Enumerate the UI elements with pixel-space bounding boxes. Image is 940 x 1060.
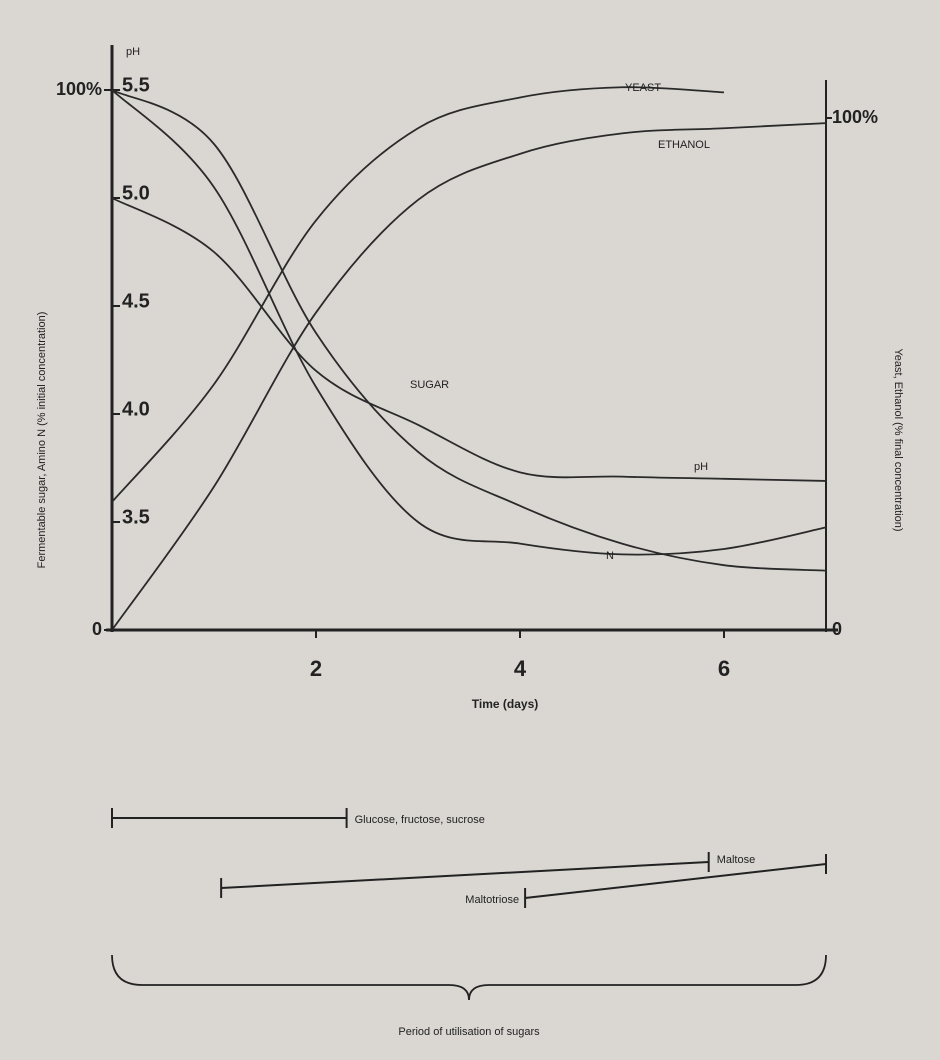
y2-tick-label: 0 (832, 619, 842, 639)
y-tick-label: 0 (92, 619, 102, 639)
y2-tick-label: 100% (832, 107, 878, 127)
y-axis-label: Fermentable sugar, Amino N (% initial co… (36, 312, 48, 569)
series-label: YEAST (625, 82, 661, 94)
period-brace (112, 955, 826, 1000)
x-tick-label: 6 (718, 656, 730, 681)
series-label: SUGAR (410, 379, 449, 391)
period-total-label: Period of utilisation of sugars (398, 1026, 540, 1038)
period-label: Glucose, fructose, sucrose (355, 814, 485, 826)
series-label: N (606, 550, 614, 562)
y-tick-label: 100% (56, 79, 102, 99)
x-tick-label: 2 (310, 656, 322, 681)
period-label: Maltose (717, 854, 756, 866)
series-label: pH (694, 461, 708, 473)
x-tick-label: 4 (514, 656, 527, 681)
x-axis-label: Time (days) (472, 697, 538, 711)
ph-axis-label: pH (126, 46, 140, 58)
ph-tick-label: 4.5 (122, 290, 150, 312)
ph-tick-label: 5.0 (122, 182, 150, 204)
ph-tick-label: 4.0 (122, 398, 150, 420)
series-line (112, 90, 826, 571)
series-line (112, 90, 826, 555)
series-line (112, 198, 826, 481)
ph-tick-label: 5.5 (122, 74, 150, 96)
chart: Time (days) Fermentable sugar, Amino N (… (0, 0, 940, 1060)
period-bar (221, 862, 709, 888)
period-label: Maltotriose (465, 894, 519, 906)
y2-axis-label: Yeast, Ethanol (% final concentration) (892, 348, 904, 531)
series-line (112, 87, 724, 502)
series-label: ETHANOL (658, 139, 710, 151)
ph-tick-label: 3.5 (122, 506, 150, 528)
